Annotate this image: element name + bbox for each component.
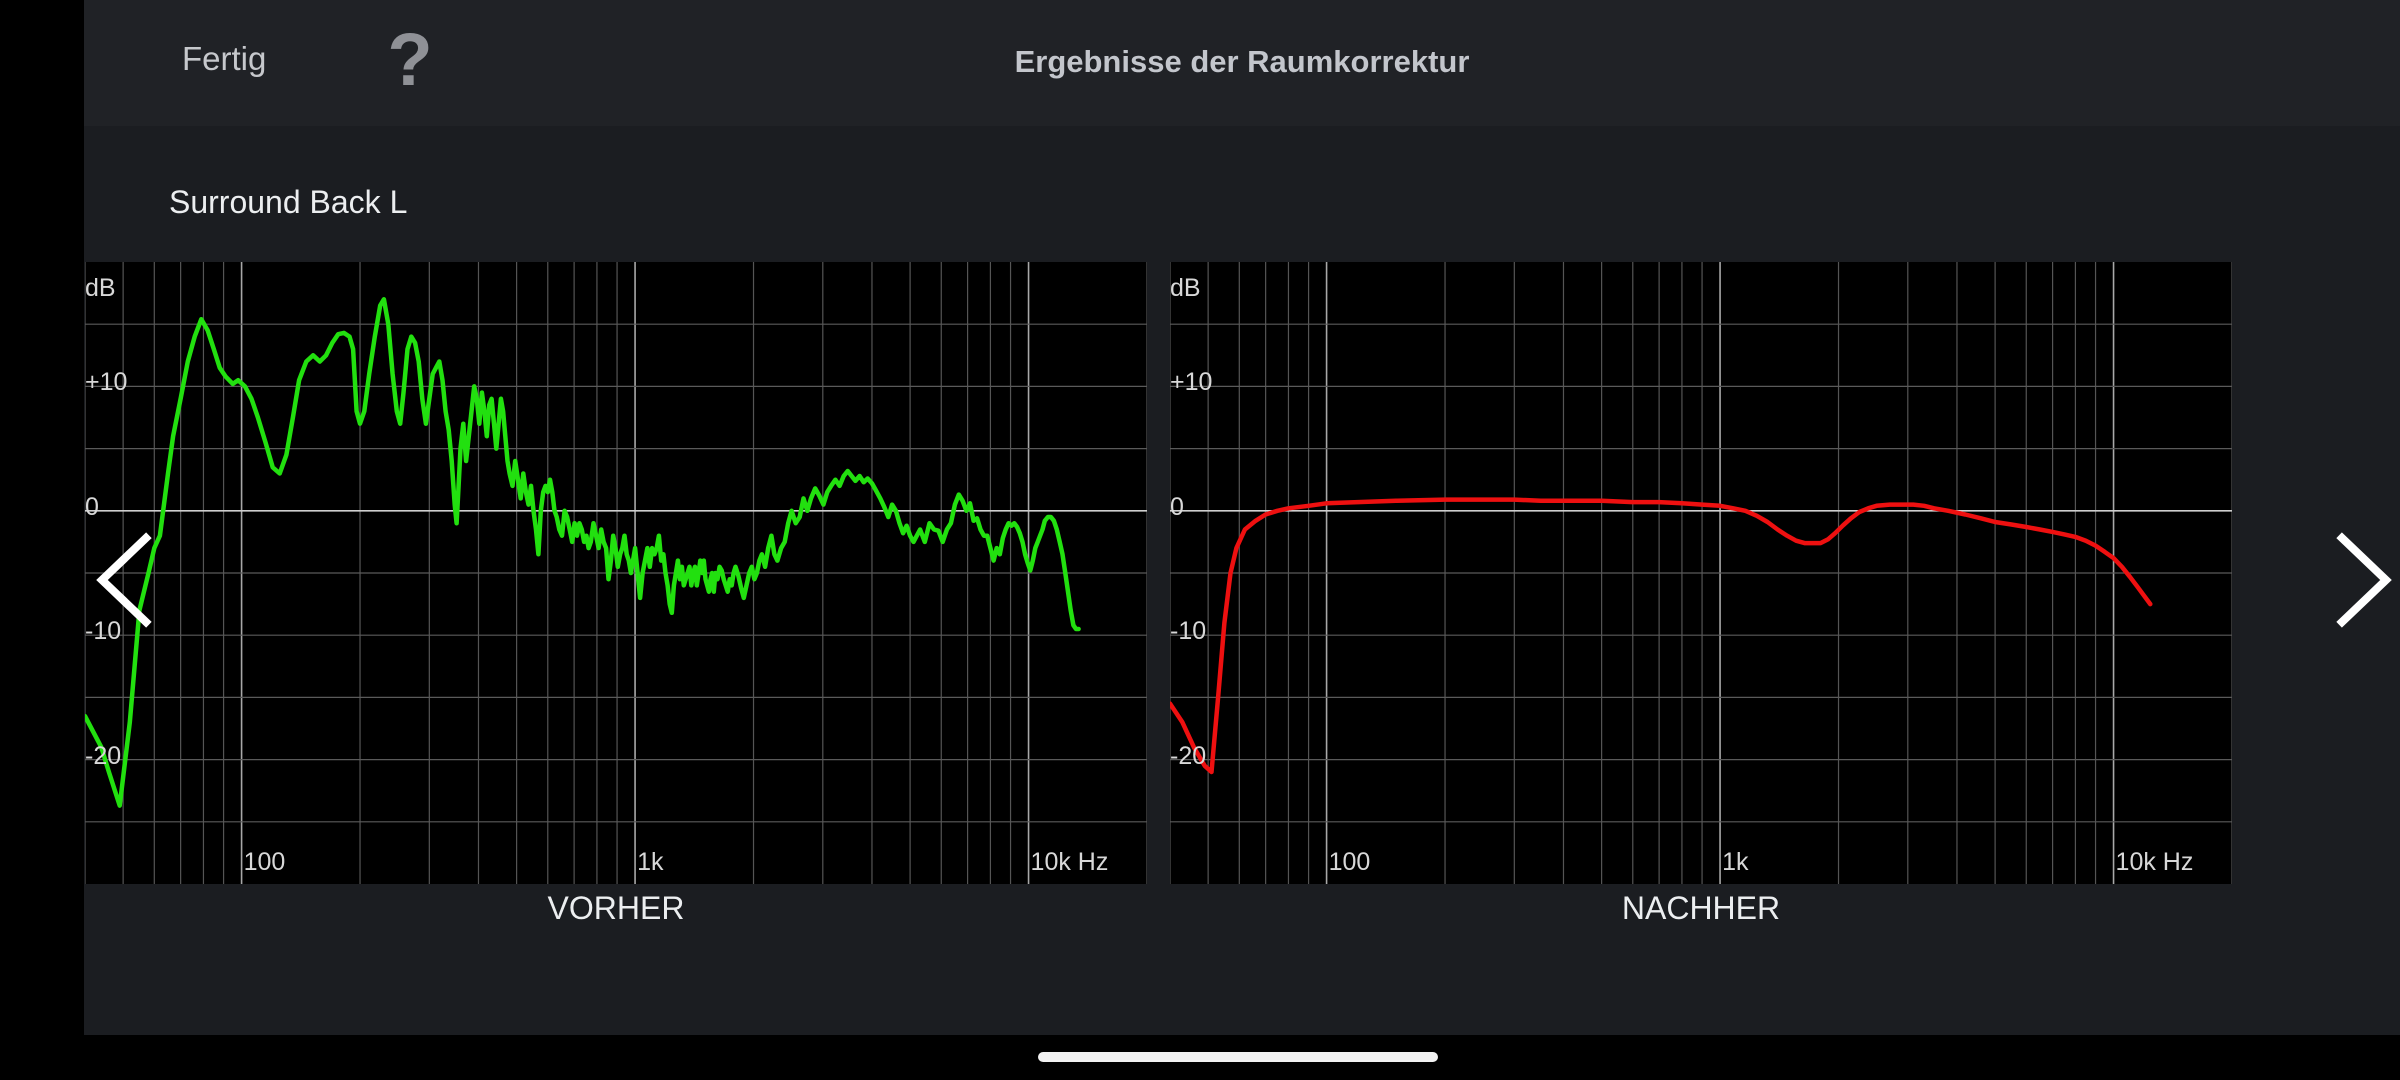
x-tick-label: 10k Hz	[1030, 848, 1109, 876]
done-button[interactable]: Fertig	[182, 40, 267, 77]
y-axis-unit-label: dB	[85, 274, 116, 302]
response-curve-after	[1170, 497, 2153, 775]
x-tick-label: 10k Hz	[2115, 848, 2194, 876]
chart-before-title: VORHER	[547, 890, 685, 926]
x-tick-label: 100	[243, 848, 286, 876]
chart-before: dB +10 0 -10 -20 100 1k 10k Hz	[85, 262, 1147, 884]
x-tick-label: 1k	[637, 848, 664, 876]
speaker-name: Surround Back L	[169, 184, 408, 220]
y-tick-label: +10	[1170, 368, 1213, 397]
header-bar: Fertig ? Ergebnisse der Raumkorrektur	[84, 0, 2400, 126]
y-axis-unit-label: dB	[1170, 274, 1201, 302]
chart-after: dB +10 0 -10 -20 100 1k 10k Hz	[1170, 262, 2232, 884]
y-tick-label: -10	[1170, 617, 1207, 646]
response-curve-before	[85, 297, 1081, 808]
y-tick-label: -10	[85, 617, 122, 646]
chart-before-plot	[85, 262, 1147, 884]
y-tick-label: -20	[85, 741, 122, 770]
x-tick-label: 1k	[1722, 848, 1749, 876]
chevron-left-icon[interactable]	[90, 530, 160, 630]
y-tick-label: -20	[1170, 741, 1207, 770]
page-title: Ergebnisse der Raumkorrektur	[1014, 44, 1470, 79]
y-tick-label: +10	[85, 368, 128, 397]
home-indicator[interactable]	[1038, 1052, 1438, 1062]
help-button[interactable]: ?	[387, 18, 433, 101]
x-tick-label: 100	[1328, 848, 1371, 876]
y-tick-label: 0	[85, 492, 99, 521]
y-tick-label: 0	[1170, 492, 1184, 521]
chart-after-plot	[1170, 262, 2232, 884]
chevron-right-icon[interactable]	[2328, 530, 2398, 630]
chart-after-title: NACHHER	[1621, 890, 1781, 926]
